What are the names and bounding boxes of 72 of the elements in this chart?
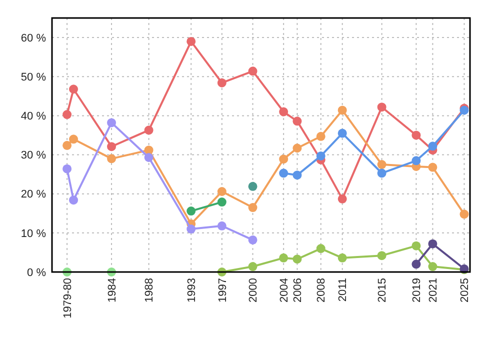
point	[412, 241, 421, 250]
y-tick-label: 0 %	[27, 266, 46, 279]
point	[428, 239, 438, 248]
x-tick-label: 2011	[337, 278, 350, 302]
x-tick-label: 1984	[106, 278, 118, 302]
point	[69, 134, 78, 144]
point	[69, 84, 78, 94]
x-tick-label: 1988	[144, 278, 156, 302]
y-tick-label: 60 %	[20, 32, 46, 44]
point	[460, 210, 469, 219]
point	[248, 262, 258, 272]
point	[62, 110, 72, 120]
point	[338, 253, 347, 262]
point	[279, 107, 288, 116]
point	[217, 221, 226, 230]
point	[292, 254, 302, 264]
point	[412, 130, 421, 140]
point	[62, 140, 72, 150]
point	[248, 235, 258, 244]
point	[248, 203, 258, 212]
point	[428, 162, 438, 172]
point	[279, 154, 288, 164]
point	[316, 244, 326, 254]
x-tick-label: 2006	[292, 278, 304, 302]
point	[217, 78, 226, 88]
y-tick-label: 20 %	[20, 188, 46, 201]
x-tick-label: 2015	[376, 278, 389, 302]
y-tick-label: 50 %	[20, 71, 46, 84]
point	[144, 126, 154, 135]
point	[186, 206, 196, 216]
x-tick-label: 2021	[428, 278, 440, 302]
point	[338, 128, 347, 138]
x-tick-label: 2000	[248, 278, 260, 302]
x-tick-label: 1997	[216, 278, 229, 302]
x-tick-label: 1979-80	[62, 278, 74, 318]
point	[316, 132, 326, 141]
point	[292, 144, 302, 153]
point	[217, 198, 226, 207]
point	[279, 168, 288, 178]
point	[292, 170, 302, 180]
point	[428, 262, 438, 272]
point	[412, 156, 421, 166]
point	[338, 106, 347, 115]
point	[316, 151, 326, 160]
point	[107, 154, 116, 164]
y-tick-label: 40 %	[20, 110, 46, 123]
point	[377, 160, 386, 170]
x-tick-label: 1993	[186, 278, 198, 302]
x-tick-label: 2019	[411, 278, 424, 302]
point	[279, 253, 288, 262]
point	[62, 164, 72, 174]
point	[377, 102, 386, 112]
y-tick-label: 10 %	[20, 228, 46, 240]
point	[107, 142, 116, 152]
point	[428, 142, 438, 151]
point	[377, 168, 386, 178]
x-tick-label: 2008	[316, 278, 328, 302]
point	[377, 251, 386, 260]
point	[69, 196, 78, 205]
point	[186, 224, 196, 234]
point	[217, 187, 226, 196]
point	[248, 66, 258, 76]
y-tick-label: 30 %	[20, 150, 46, 162]
point	[338, 194, 347, 204]
point	[248, 182, 258, 191]
x-tick-label: 2004	[278, 278, 290, 302]
x-tick-label: 2025	[459, 278, 472, 302]
point	[144, 153, 154, 162]
point	[107, 118, 116, 128]
point	[186, 36, 196, 46]
point	[412, 260, 421, 269]
point	[292, 116, 302, 126]
